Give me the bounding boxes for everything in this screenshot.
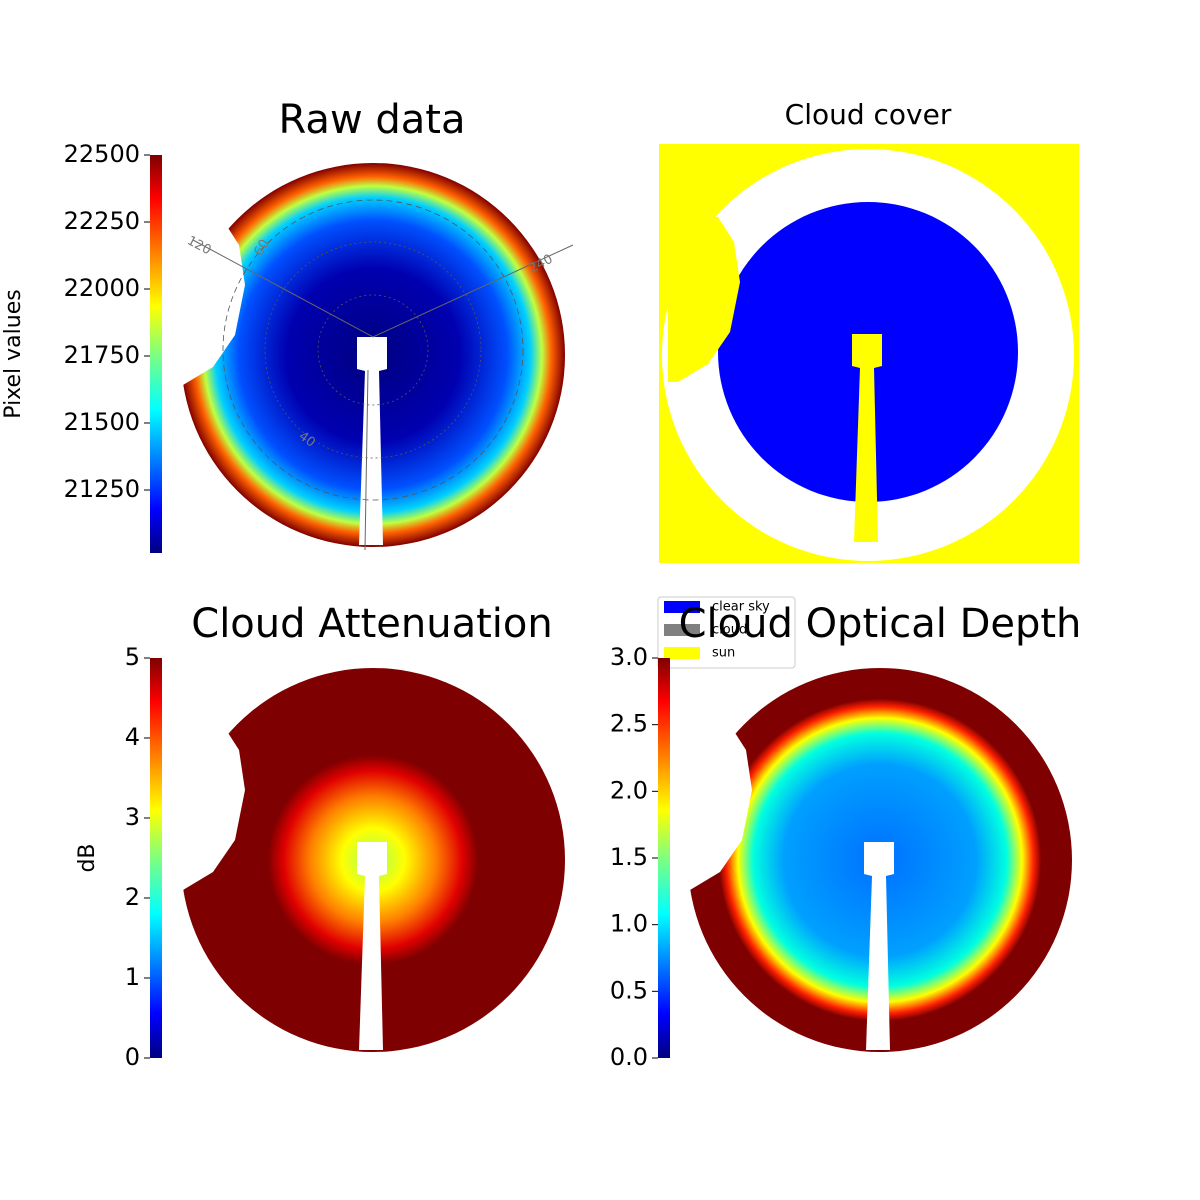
legend-label: sun: [712, 646, 735, 661]
colorbar-tick-label: 2.0: [610, 776, 648, 804]
polar-grid: [264, 241, 482, 459]
polar-label: 60: [252, 237, 273, 259]
legend-swatch: [664, 601, 700, 613]
colorbar-tick-label: 1.5: [610, 843, 648, 871]
colorbar: [658, 658, 670, 1058]
colorbar-tick-label: 0.0: [610, 1043, 648, 1071]
colorbar-label: dB: [75, 843, 100, 872]
colorbar-tick-label: 22000: [64, 274, 140, 302]
colorbar-tick-label: 2: [125, 883, 140, 911]
mask-region: [680, 720, 752, 890]
colorbar-tick-label: 3.0: [610, 643, 648, 671]
colorbar: [150, 155, 162, 553]
colorbar-tick-label: 22500: [64, 140, 140, 168]
colorbar-tick-label: 21500: [64, 408, 140, 436]
colorbar-tick-label: 1: [125, 963, 140, 991]
colorbar-tick-label: 22250: [64, 207, 140, 235]
panel-title: Raw data: [279, 97, 466, 143]
mast: [357, 842, 387, 1050]
panel-title: Cloud Optical Depth: [679, 601, 1082, 647]
legend-swatch: [664, 624, 700, 636]
colorbar-tick-label: 4: [125, 723, 140, 751]
mask-region: [173, 720, 245, 890]
colorbar-tick-label: 21250: [64, 475, 140, 503]
colorbar-tick-label: 0: [125, 1043, 140, 1071]
mast: [864, 842, 894, 1050]
colorbar: [150, 658, 162, 1058]
legend-label: clear sky: [712, 600, 770, 615]
panel-title: Cloud Attenuation: [191, 601, 552, 647]
colorbar-tick-label: 21750: [64, 341, 140, 369]
polar-grid: [222, 199, 524, 501]
mast: [357, 337, 387, 545]
legend-swatch: [664, 647, 700, 659]
legend-label: cloud: [712, 623, 747, 638]
polar-grid: [317, 294, 429, 406]
colorbar-tick-label: 2.5: [610, 710, 648, 738]
colorbar-tick-label: 0.5: [610, 976, 648, 1004]
colorbar-label: Pixel values: [1, 289, 26, 418]
colorbar-tick-label: 5: [125, 643, 140, 671]
mask-region: [668, 212, 740, 382]
colorbar-tick-label: 1.0: [610, 910, 648, 938]
polar-axis: [192, 239, 574, 551]
colorbar-tick-label: 3: [125, 803, 140, 831]
panel-title: Cloud cover: [785, 98, 952, 131]
mast: [852, 334, 882, 542]
mask-region: [173, 215, 245, 385]
